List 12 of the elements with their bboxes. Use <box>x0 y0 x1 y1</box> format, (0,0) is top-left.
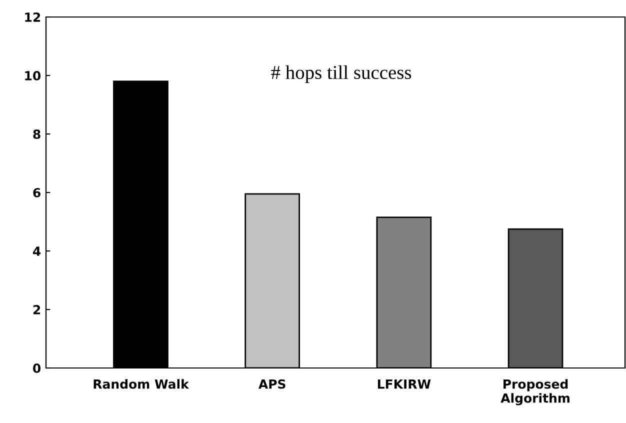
x-tick-label: APS <box>258 379 286 389</box>
y-tick-label: 12 <box>25 12 40 22</box>
y-tick-label: 0 <box>33 363 41 373</box>
x-tick-label: Proposed Algorithm <box>500 379 570 406</box>
y-tick-label: 4 <box>33 246 41 256</box>
x-tick-label: LFKIRW <box>378 379 431 389</box>
y-tick-label: 2 <box>33 304 40 314</box>
y-tick-label: 6 <box>33 188 40 198</box>
x-tick-label: Random Walk <box>94 379 190 389</box>
y-tick-label: 10 <box>25 70 41 80</box>
text: # hops till success <box>271 65 412 84</box>
y-tick-label: 8 <box>33 129 40 139</box>
